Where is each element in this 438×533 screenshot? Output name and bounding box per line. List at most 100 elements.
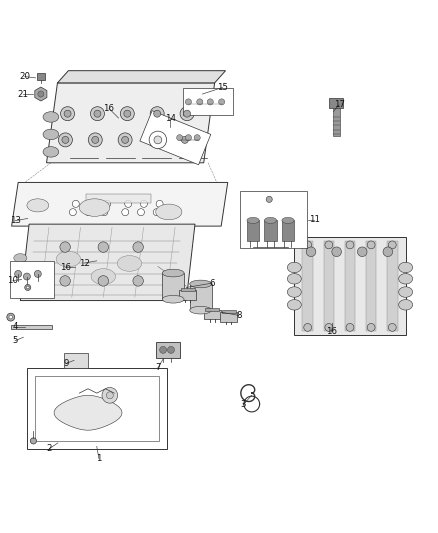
Text: 13: 13 (10, 216, 21, 225)
Text: 2: 2 (47, 444, 53, 453)
Ellipse shape (399, 262, 413, 273)
Bar (282, 220, 294, 241)
Text: 5: 5 (12, 336, 18, 345)
Circle shape (85, 209, 92, 216)
Circle shape (94, 110, 101, 117)
Circle shape (325, 241, 333, 249)
Text: 11: 11 (309, 215, 320, 224)
Circle shape (124, 110, 131, 117)
Circle shape (138, 209, 145, 216)
Bar (265, 220, 277, 241)
Bar (240, 191, 307, 248)
Ellipse shape (30, 264, 54, 280)
Ellipse shape (399, 300, 413, 310)
Bar (11, 261, 54, 298)
Circle shape (346, 324, 354, 332)
Text: 10: 10 (7, 276, 18, 285)
Polygon shape (46, 83, 215, 163)
Circle shape (148, 133, 162, 147)
Circle shape (197, 99, 203, 105)
Ellipse shape (287, 287, 301, 297)
Polygon shape (140, 111, 211, 165)
Bar (155, 342, 180, 358)
Text: 16: 16 (60, 263, 71, 272)
Circle shape (64, 110, 71, 117)
Bar (190, 284, 212, 310)
Bar (179, 290, 196, 300)
Circle shape (60, 107, 74, 120)
Bar (247, 220, 259, 241)
Circle shape (104, 200, 111, 207)
Ellipse shape (287, 273, 301, 284)
Text: 15: 15 (217, 83, 228, 92)
Circle shape (149, 131, 166, 149)
Circle shape (332, 247, 342, 256)
Circle shape (357, 247, 367, 256)
Polygon shape (20, 224, 195, 301)
Circle shape (120, 107, 134, 120)
Text: 17: 17 (334, 100, 345, 109)
Bar (35, 376, 159, 441)
Circle shape (69, 209, 76, 216)
Ellipse shape (190, 280, 212, 288)
Circle shape (383, 247, 392, 256)
Circle shape (266, 196, 272, 203)
Ellipse shape (190, 306, 212, 314)
Bar (294, 237, 406, 335)
Circle shape (141, 200, 148, 207)
Bar (366, 241, 376, 332)
Bar (204, 310, 221, 319)
Circle shape (60, 276, 71, 286)
Ellipse shape (79, 199, 110, 216)
Text: 16: 16 (326, 327, 337, 336)
Text: 8: 8 (236, 311, 241, 320)
Bar (332, 108, 339, 135)
Circle shape (122, 136, 129, 143)
Bar (205, 308, 219, 311)
Circle shape (38, 91, 44, 97)
Text: 3: 3 (240, 400, 246, 409)
Text: 20: 20 (19, 72, 30, 81)
Text: 9: 9 (64, 359, 69, 368)
Text: 16: 16 (103, 104, 114, 113)
Circle shape (389, 241, 396, 249)
Circle shape (177, 135, 183, 141)
Ellipse shape (117, 256, 142, 271)
Circle shape (153, 209, 160, 216)
Ellipse shape (14, 254, 27, 262)
Circle shape (180, 107, 194, 120)
Circle shape (207, 99, 213, 105)
Bar (302, 241, 313, 332)
Circle shape (154, 110, 161, 117)
Text: 6: 6 (210, 279, 215, 288)
Circle shape (98, 276, 109, 286)
Circle shape (88, 200, 95, 207)
Circle shape (156, 200, 163, 207)
Bar (180, 288, 194, 291)
Bar (387, 241, 398, 332)
Circle shape (7, 313, 14, 321)
Circle shape (154, 136, 162, 144)
Ellipse shape (56, 251, 81, 267)
Circle shape (133, 276, 143, 286)
Circle shape (91, 107, 104, 120)
Circle shape (30, 438, 36, 444)
Circle shape (125, 200, 132, 207)
Circle shape (152, 136, 159, 143)
Circle shape (92, 136, 99, 143)
Circle shape (62, 136, 69, 143)
Ellipse shape (43, 112, 59, 122)
Circle shape (72, 200, 79, 207)
Ellipse shape (282, 217, 294, 223)
Polygon shape (35, 87, 47, 101)
Text: 1: 1 (96, 454, 102, 463)
Polygon shape (86, 195, 151, 203)
Circle shape (101, 209, 108, 216)
Ellipse shape (265, 217, 277, 223)
Circle shape (133, 242, 143, 252)
Circle shape (185, 135, 191, 141)
Ellipse shape (91, 269, 116, 285)
Circle shape (14, 270, 21, 277)
Circle shape (167, 346, 174, 353)
Text: 21: 21 (17, 90, 28, 99)
